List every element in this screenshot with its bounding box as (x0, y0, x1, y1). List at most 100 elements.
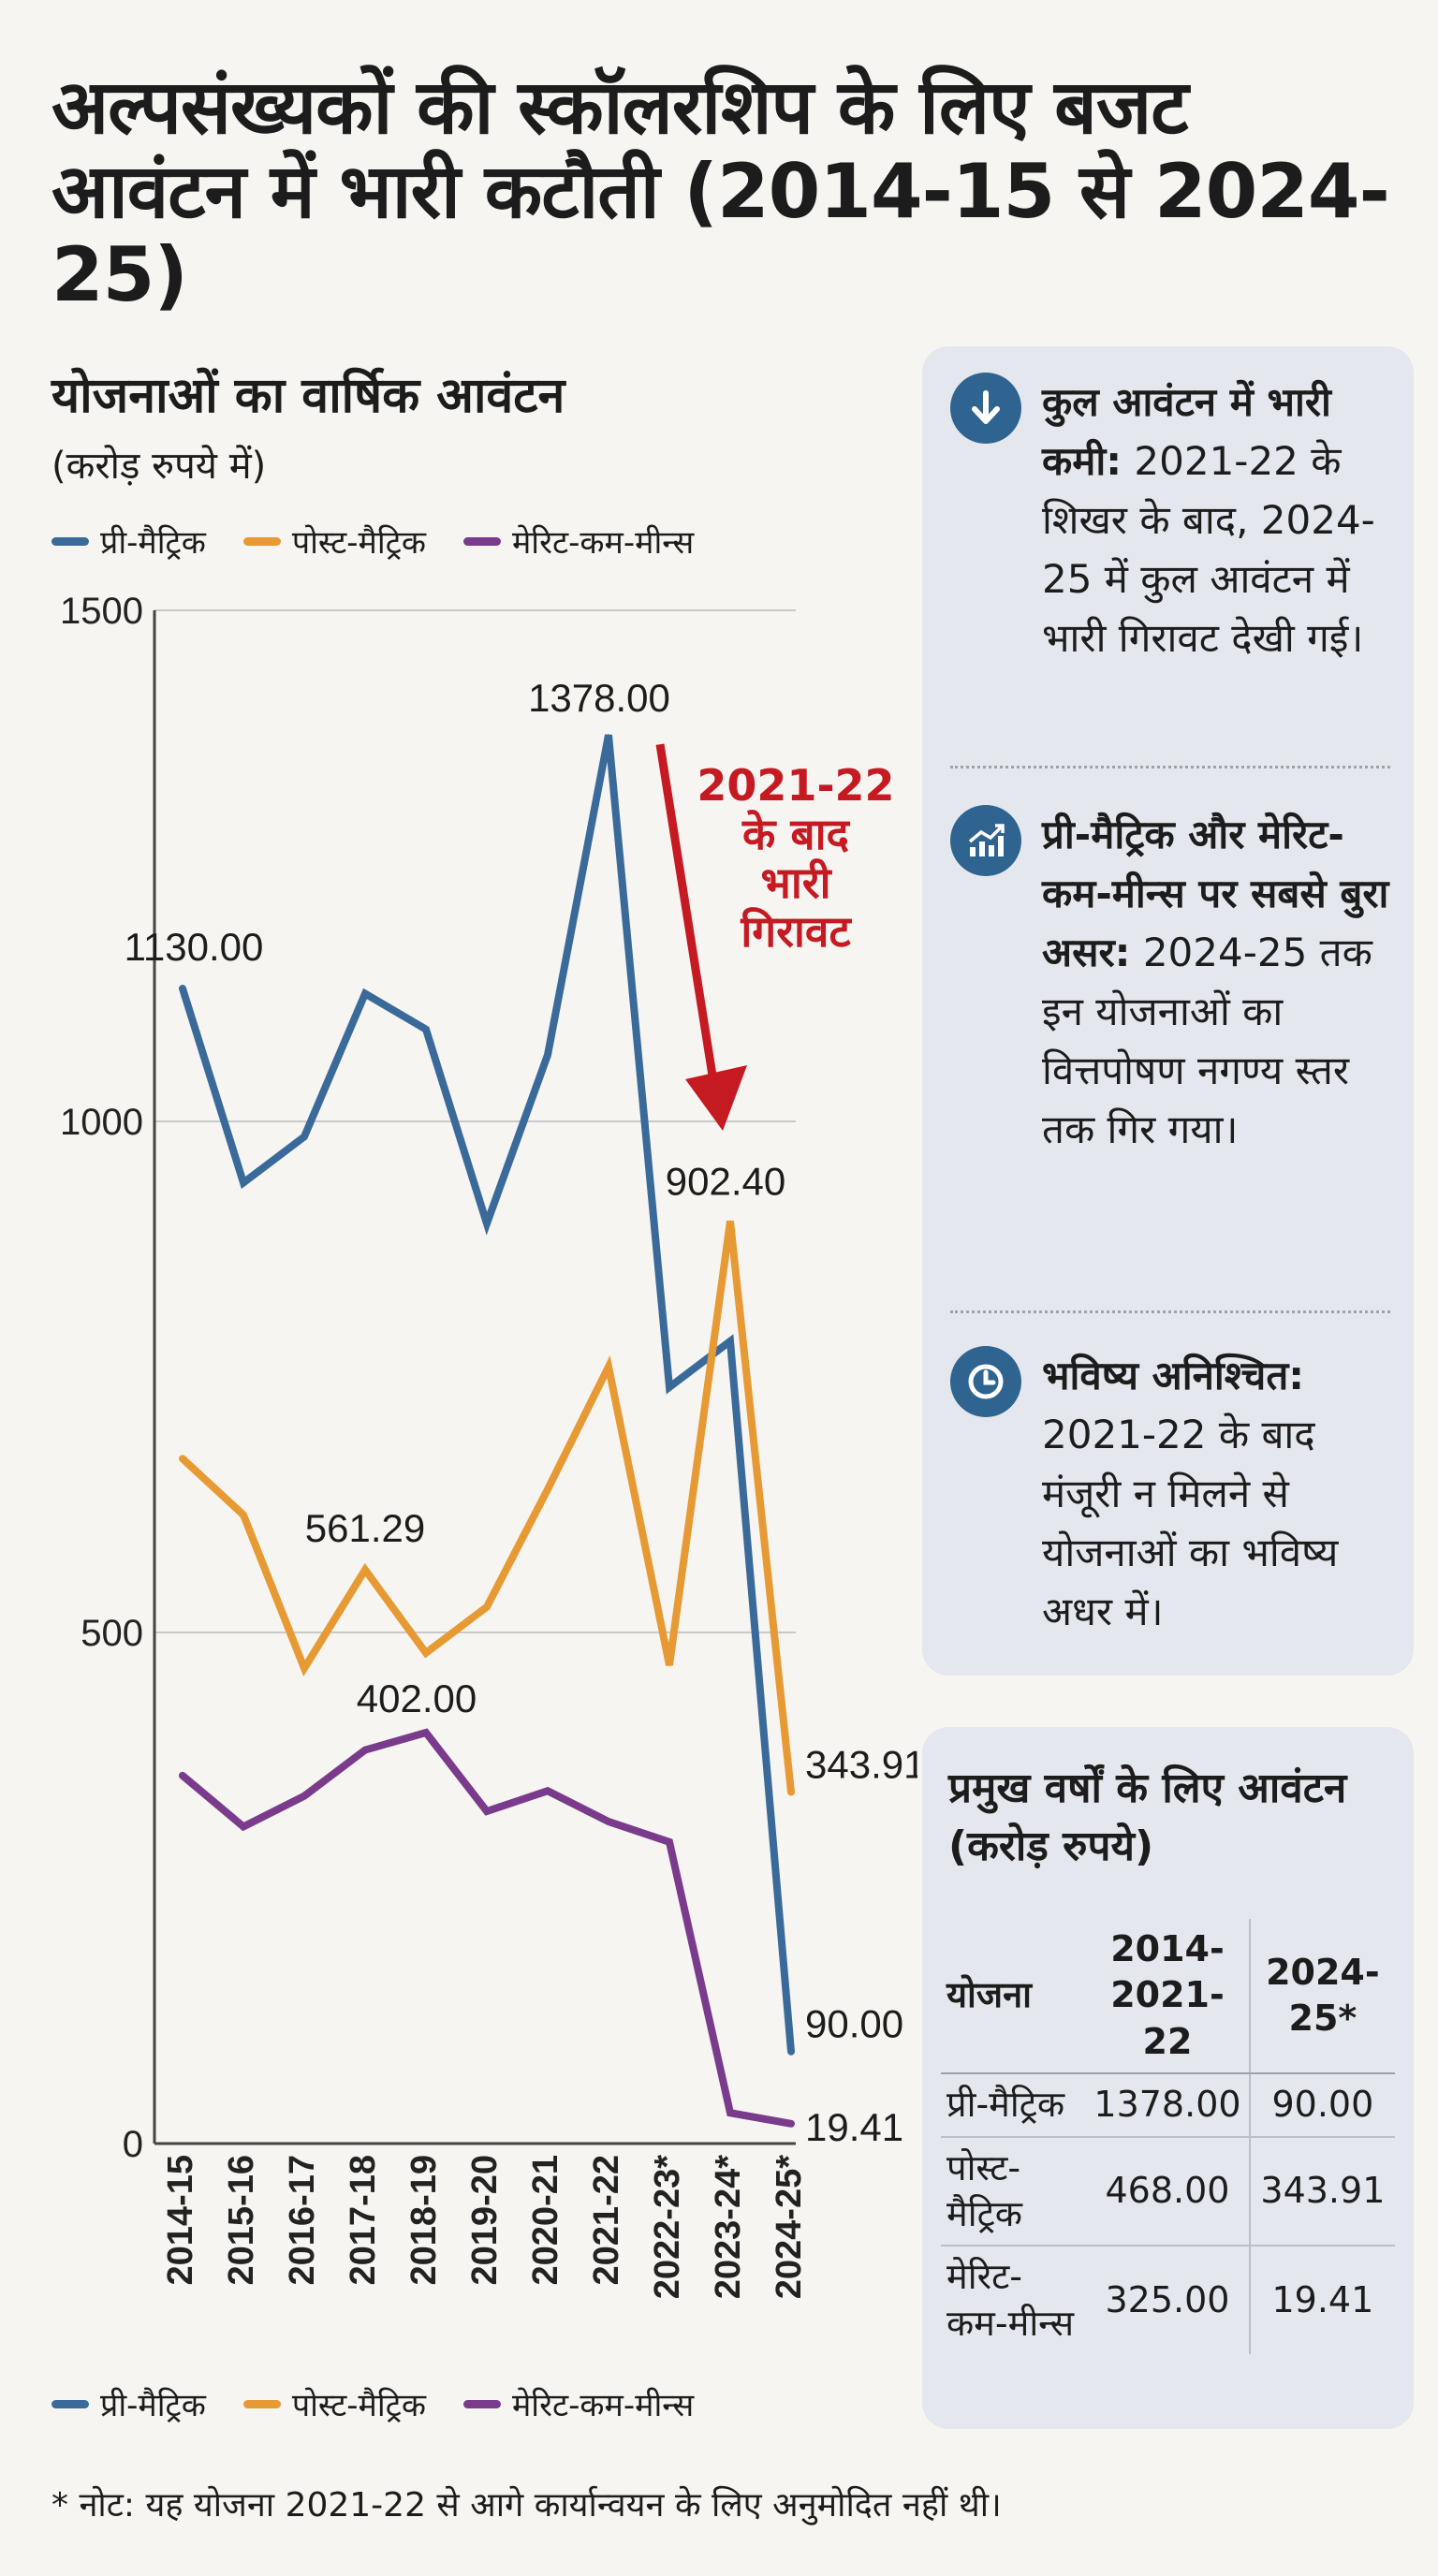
series-line-merit (179, 1728, 795, 2128)
chart-unit: (करोड़ रुपये में) (51, 445, 267, 488)
x-tick-label: 2015-16 (222, 2155, 261, 2285)
data-point-merit (242, 1825, 244, 1828)
insight-item-3: भविष्य अनिश्चित: 2021-22 के बाद मंजूरी न… (950, 1346, 1400, 1641)
legend-label-merit: मेरिट-कम-मीन्स (511, 524, 695, 562)
insight-divider (950, 1310, 1390, 1313)
legend-item-merit-bottom: मेरिट-कम-मीन्स (462, 2382, 694, 2425)
insight-panel: कुल आवंटन में भारी कमी: 2021-22 के शिखर … (922, 346, 1414, 1676)
table-row: पोस्ट-मैट्रिक 468.00 343.91 (941, 2136, 1395, 2247)
data-label: 561.29 (305, 1506, 425, 1550)
data-point-post (182, 1457, 183, 1460)
legend-label-pre-bottom: प्री-मैट्रिक (100, 2387, 206, 2424)
legend-top: प्री-मैट्रिक पोस्ट-मैट्रिक मेरिट-कम-मीन्… (51, 520, 694, 563)
legend-item-post-bottom: पोस्ट-मैट्रिक (242, 2382, 426, 2425)
data-point-merit (547, 1790, 549, 1793)
legend-swatch-pre (51, 536, 89, 546)
data-label: 402.00 (357, 1676, 477, 1720)
data-point-merit (303, 1794, 305, 1797)
data-label: 1130.00 (125, 925, 264, 969)
table-cell: 19.41 (1248, 2246, 1395, 2355)
data-point-post (729, 1220, 731, 1222)
data-point-post (242, 1514, 244, 1516)
allocation-table: योजना 2014-2021-22 2024-25* प्री-मैट्रिक… (941, 1919, 1395, 2355)
data-point-pre (729, 1339, 731, 1342)
legend-label-post-bottom: पोस्ट-मैट्रिक (291, 2387, 426, 2424)
data-point-pre (547, 1054, 549, 1057)
footnote: * नोट: यह योजना 2021-22 से आगे कार्यान्व… (51, 2486, 1002, 2525)
insight-bold-1: कुल आवंटन में भारी कमी: (1042, 379, 1331, 484)
legend-swatch-post (242, 536, 281, 546)
legend-item-pre-bottom: प्री-मैट्रिक (51, 2382, 206, 2425)
data-point-post (425, 1651, 427, 1654)
table-cell: 90.00 (1248, 2073, 1395, 2138)
data-point-pre (668, 1385, 670, 1388)
insight-text-1: कुल आवंटन में भारी कमी: 2021-22 के शिखर … (1042, 373, 1400, 667)
table-header: 2014-2021-22 (1086, 1919, 1250, 2075)
data-point-pre (425, 1028, 427, 1031)
data-point-merit (790, 2122, 792, 2125)
legend-label-pre: प्री-मैट्रिक (100, 524, 206, 562)
data-point-post (303, 1667, 305, 1670)
legend-item-pre: प्री-मैट्रिक (51, 520, 206, 563)
legend-swatch-merit-bottom (462, 2399, 501, 2408)
down-arrow-icon (950, 373, 1021, 444)
data-label: 90.00 (805, 2002, 903, 2046)
data-point-pre (364, 992, 366, 995)
annotation-arrow-shaft (655, 743, 720, 1094)
insight-item-1: कुल आवंटन में भारी कमी: 2021-22 के शिखर … (950, 373, 1400, 667)
data-point-merit (364, 1749, 366, 1751)
table-cell: मेरिट-कम-मीन्स (946, 2256, 1075, 2344)
table-header-row: योजना 2014-2021-22 2024-25* (941, 1919, 1395, 2075)
data-point-pre (242, 1181, 244, 1184)
legend-swatch-pre-bottom (51, 2399, 89, 2408)
data-point-merit (668, 1840, 670, 1843)
y-tick-label: 0 (123, 2124, 143, 2165)
table-header: 2024-25* (1248, 1919, 1395, 2075)
table-heading: प्रमुख वर्षों के लिए आवंटन (करोड़ रुपये) (948, 1764, 1347, 1870)
table-row: मेरिट-कम-मीन्स 325.00 19.41 (941, 2246, 1395, 2355)
data-point-merit (608, 1821, 609, 1823)
x-tick-label: 2020-21 (526, 2155, 565, 2285)
data-label: 19.41 (805, 2105, 903, 2149)
growth-chart-icon (950, 805, 1021, 876)
data-point-pre (790, 2050, 792, 2053)
data-point-merit (182, 1774, 183, 1777)
x-tick-label: 2023-24* (709, 2155, 748, 2299)
x-tick-label: 2016-17 (283, 2155, 322, 2285)
series-line-pre (179, 734, 795, 2056)
x-tick-label: 2014-15 (161, 2155, 200, 2285)
x-tick-label: 2019-20 (465, 2155, 505, 2285)
insight-text-3: भविष्य अनिश्चित: 2021-22 के बाद मंजूरी न… (1042, 1346, 1400, 1641)
legend-swatch-post-bottom (242, 2399, 281, 2408)
table-cell: 325.00 (1105, 2279, 1230, 2321)
legend-bottom: प्री-मैट्रिक पोस्ट-मैट्रिक मेरिट-कम-मीन्… (51, 2382, 694, 2425)
data-point-post (547, 1488, 549, 1491)
data-point-pre (182, 988, 183, 990)
legend-item-merit: मेरिट-कम-मीन्स (462, 520, 695, 563)
data-point-pre (608, 734, 609, 737)
table-cell: 1378.00 (1086, 2073, 1250, 2138)
x-tick-label: 2021-22 (587, 2155, 626, 2285)
y-tick-label: 500 (81, 1613, 143, 1654)
annotation-text: 2021-22 (697, 760, 894, 811)
legend-swatch-merit (462, 536, 501, 546)
data-label: 343.91 (805, 1742, 917, 1786)
y-tick-label: 1000 (60, 1102, 143, 1143)
data-point-post (668, 1663, 670, 1666)
insight-body-3: 2021-22 के बाद मंजूरी न मिलने से योजनाओं… (1042, 1412, 1339, 1634)
data-point-pre (486, 1222, 488, 1225)
table-cell: प्री-मैट्रिक (941, 2073, 1087, 2138)
data-point-post (608, 1366, 609, 1368)
data-point-pre (303, 1135, 305, 1138)
line-chart: 0 500 1000 1500 2014-15 2015-16 2016-17 2017-18… (60, 591, 917, 2299)
insight-text-2: प्री-मैट्रिक और मेरिट-कम-मीन्स पर सबसे ब… (1042, 805, 1400, 1159)
insight-bold-3: भविष्य अनिश्चित: (1042, 1353, 1305, 1398)
x-tick-label: 2017-18 (344, 2155, 383, 2285)
data-point-merit (425, 1732, 427, 1734)
insight-body-1: 2021-22 के शिखर के बाद, 2024-25 में कुल … (1042, 438, 1375, 661)
page-title: अल्पसंख्यकों की स्कॉलरशिप के लिए बजट आवं… (51, 64, 1390, 319)
data-label: 902.40 (666, 1160, 785, 1204)
annotation-text: के बाद (741, 809, 851, 859)
insight-bold-2: प्री-मैट्रिक और मेरिट-कम-मीन्स पर सबसे ब… (1042, 812, 1389, 975)
data-point-post (486, 1605, 488, 1608)
